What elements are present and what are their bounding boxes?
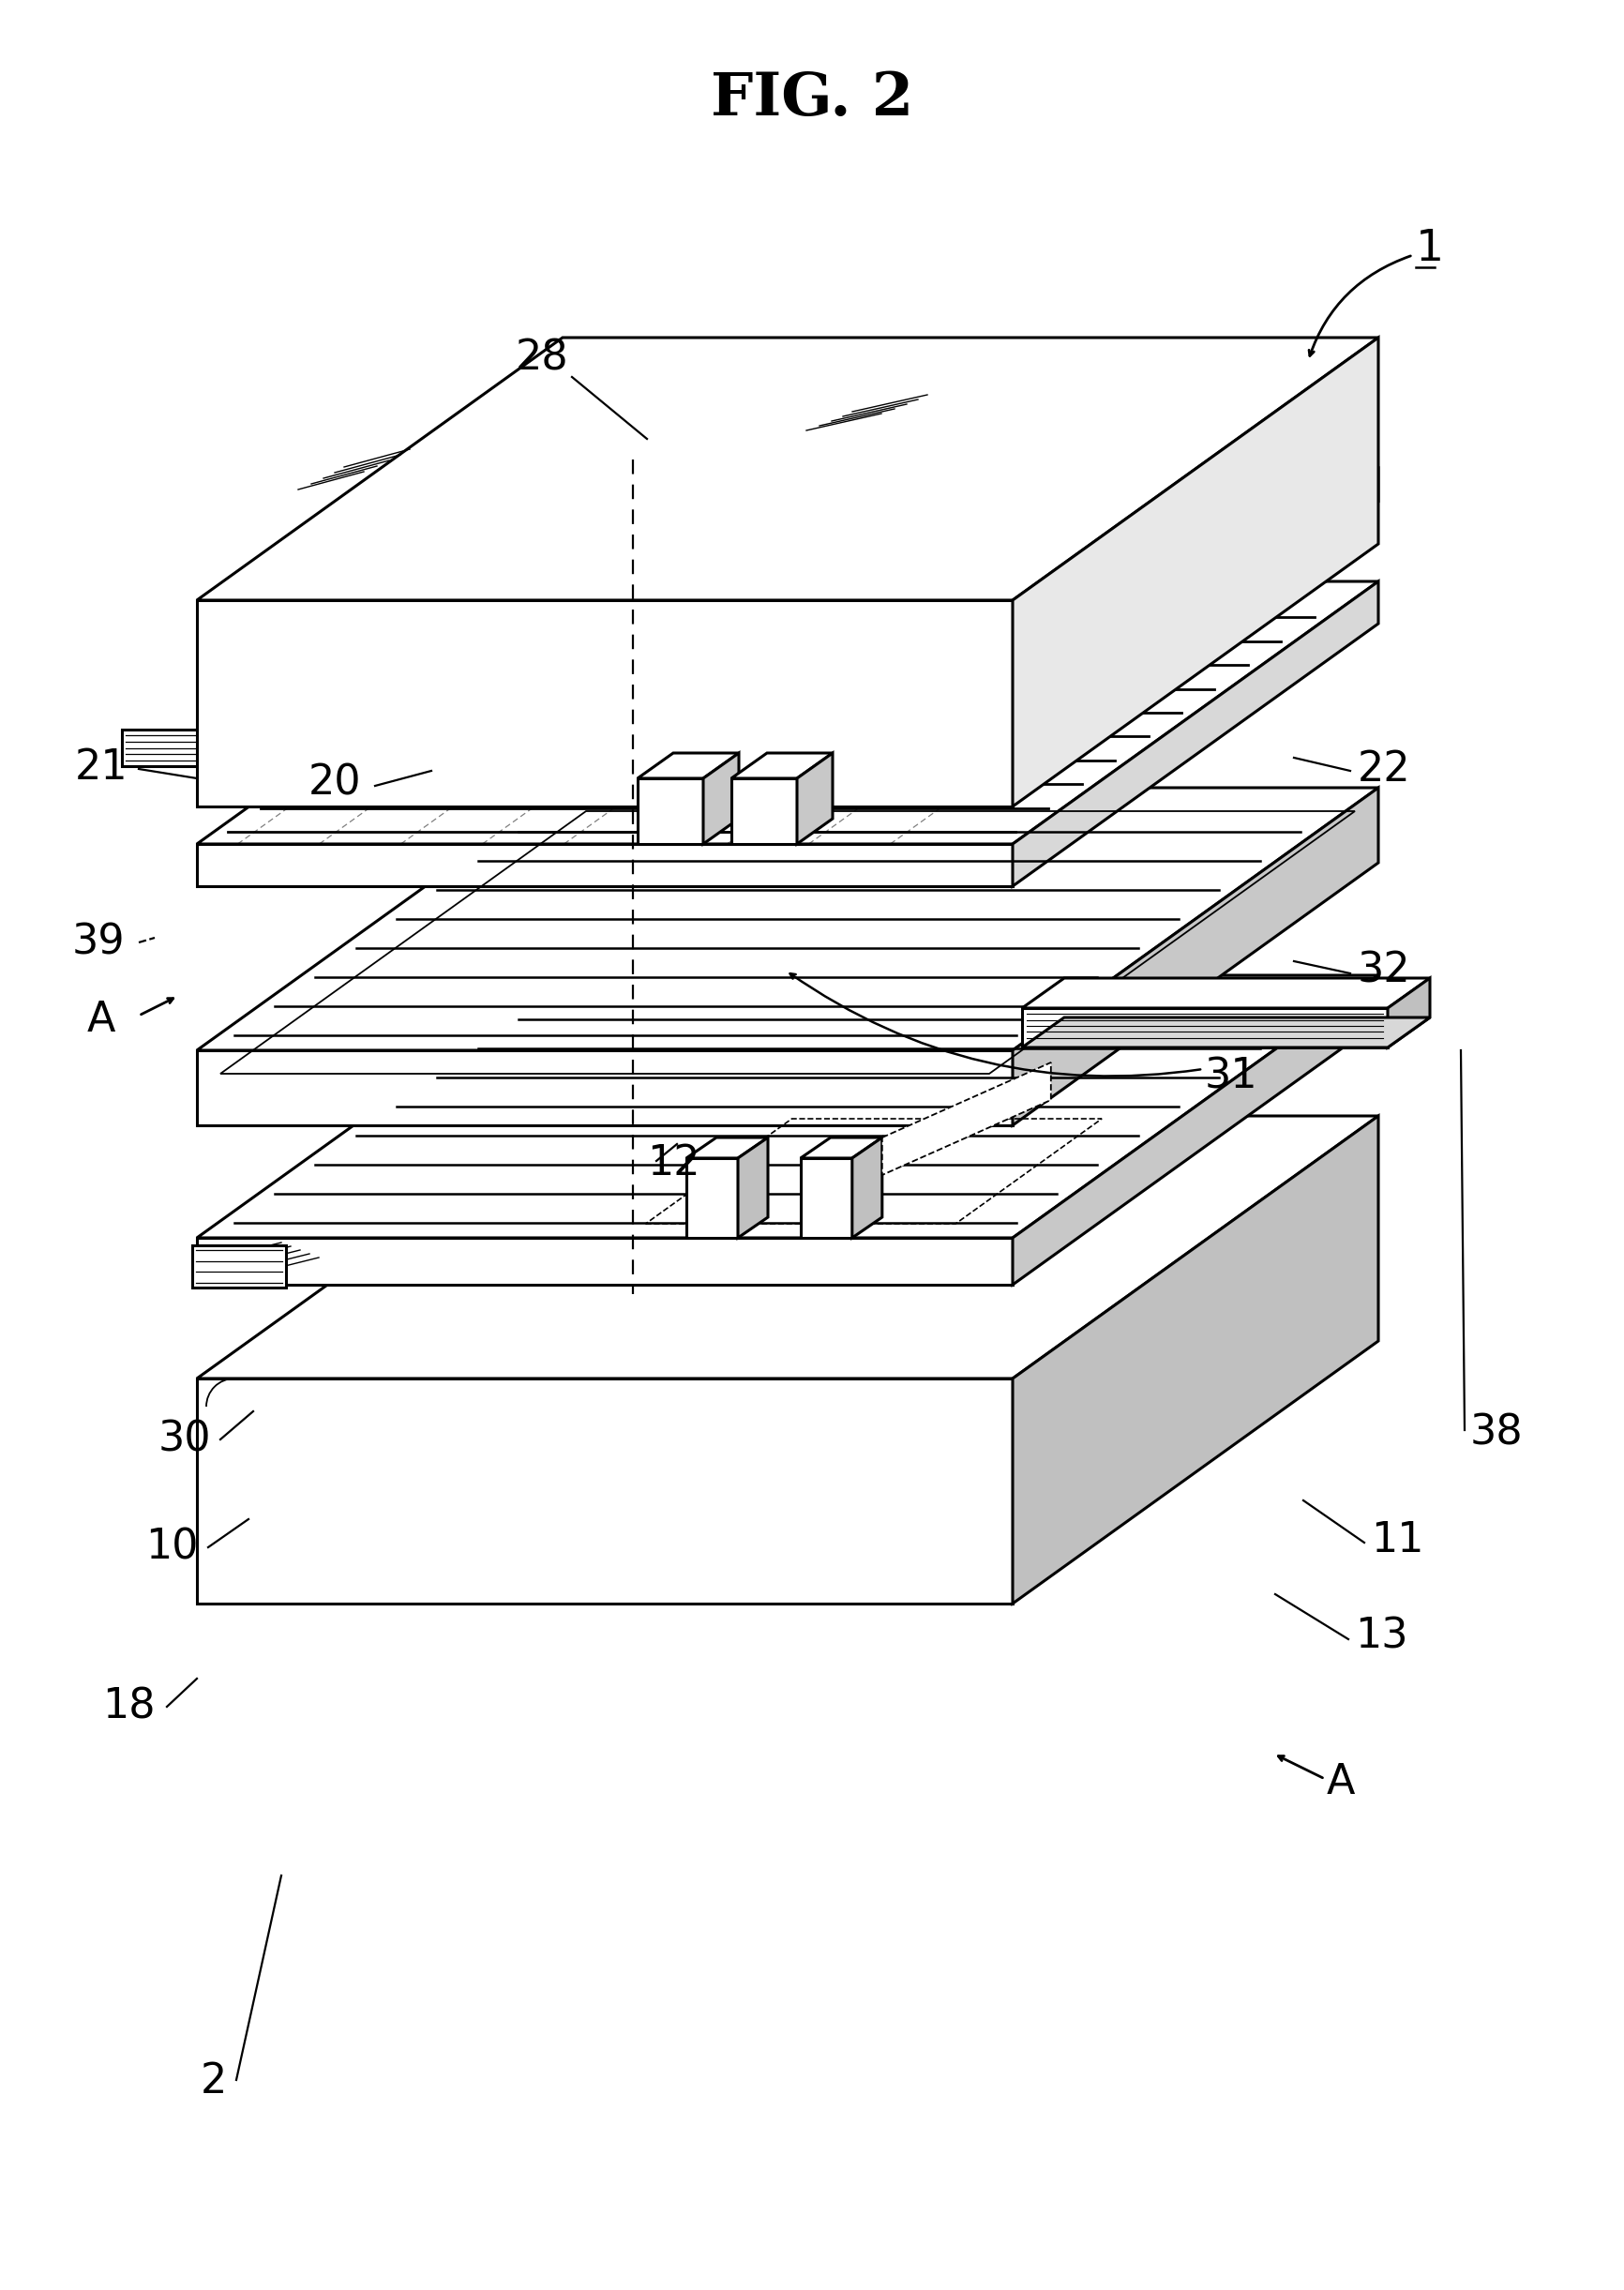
Polygon shape (685, 1159, 737, 1239)
Text: 32: 32 (1358, 950, 1410, 992)
Polygon shape (637, 779, 703, 845)
Text: 28: 28 (515, 339, 568, 378)
Polygon shape (197, 469, 1377, 731)
Polygon shape (1021, 1017, 1429, 1047)
Polygon shape (197, 731, 1012, 765)
Polygon shape (122, 731, 224, 767)
Polygon shape (1012, 788, 1377, 1124)
Text: 13: 13 (1354, 1617, 1406, 1656)
Text: 21: 21 (75, 747, 127, 788)
Polygon shape (1387, 978, 1429, 1047)
Polygon shape (685, 1138, 768, 1159)
Text: 38: 38 (1470, 1413, 1522, 1454)
Text: 2: 2 (200, 2061, 227, 2102)
Text: 20: 20 (307, 763, 361, 804)
Polygon shape (731, 779, 796, 845)
Polygon shape (197, 1115, 1377, 1379)
Text: 10: 10 (146, 1527, 198, 1566)
Polygon shape (1012, 1115, 1377, 1603)
Text: 31: 31 (1203, 1056, 1257, 1097)
Polygon shape (851, 1138, 882, 1239)
Polygon shape (197, 976, 1377, 1239)
Polygon shape (197, 788, 1377, 1051)
Polygon shape (197, 1051, 1012, 1124)
Text: A: A (86, 998, 115, 1040)
Text: 11: 11 (1371, 1521, 1423, 1559)
Polygon shape (637, 753, 739, 779)
Text: 39: 39 (71, 923, 125, 962)
Text: 22: 22 (1358, 749, 1410, 790)
Polygon shape (1021, 978, 1429, 1008)
Polygon shape (1012, 582, 1377, 886)
Polygon shape (796, 753, 831, 845)
Polygon shape (197, 337, 1377, 600)
Polygon shape (1021, 1008, 1387, 1047)
Polygon shape (197, 845, 1012, 886)
Polygon shape (197, 1379, 1012, 1603)
Polygon shape (1012, 337, 1377, 806)
Polygon shape (1012, 469, 1377, 765)
Text: 30: 30 (158, 1420, 211, 1459)
Text: 18: 18 (102, 1685, 156, 1727)
Polygon shape (703, 753, 739, 845)
Text: 1: 1 (1415, 227, 1444, 270)
Polygon shape (737, 1138, 768, 1239)
Polygon shape (197, 582, 1377, 845)
Polygon shape (801, 1159, 851, 1239)
Polygon shape (882, 1063, 1051, 1175)
Polygon shape (197, 600, 1012, 806)
Text: 12: 12 (646, 1143, 700, 1184)
Polygon shape (1012, 976, 1377, 1285)
Polygon shape (197, 1239, 1012, 1285)
Text: FIG. 2: FIG. 2 (710, 71, 913, 126)
Polygon shape (731, 753, 831, 779)
Polygon shape (192, 1246, 286, 1287)
Text: A: A (1327, 1761, 1354, 1802)
Polygon shape (801, 1138, 882, 1159)
